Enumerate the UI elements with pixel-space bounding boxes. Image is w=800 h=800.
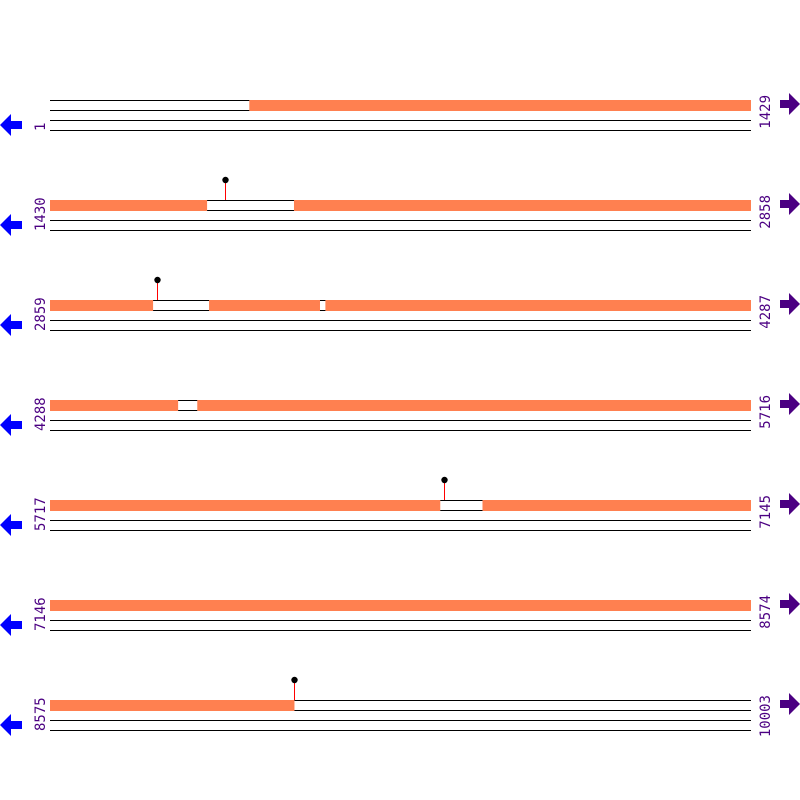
coverage-bar	[50, 400, 179, 411]
arrow-left-icon[interactable]	[0, 114, 22, 136]
end-position-label: 10003	[758, 695, 774, 737]
sequence-row: 1 1429	[0, 93, 800, 136]
arrow-left-icon[interactable]	[0, 614, 22, 636]
coverage-bar	[209, 300, 320, 311]
arrow-right-icon[interactable]	[780, 593, 800, 615]
arrow-right-icon[interactable]	[780, 93, 800, 115]
coverage-bar	[50, 700, 295, 711]
start-position-label: 2859	[33, 297, 49, 331]
arrow-left-icon[interactable]	[0, 314, 22, 336]
coverage-bar	[293, 200, 751, 211]
sequence-row: 8575 10003	[0, 676, 800, 737]
sequence-row: 1430 2858	[0, 176, 800, 236]
arrow-right-icon[interactable]	[780, 293, 800, 315]
arrow-left-icon[interactable]	[0, 714, 22, 736]
end-position-label: 4287	[758, 295, 774, 329]
coverage-bar	[50, 600, 751, 611]
marker-head	[154, 276, 161, 284]
start-position-label: 5717	[33, 497, 49, 531]
coverage-bar	[197, 400, 751, 411]
arrow-right-icon[interactable]	[780, 393, 800, 415]
marker-head	[441, 476, 448, 484]
coverage-bar	[249, 100, 751, 111]
start-position-label: 1430	[33, 197, 49, 231]
arrow-left-icon[interactable]	[0, 214, 22, 236]
marker-head	[291, 676, 298, 684]
sequence-row: 5717 7145	[0, 476, 800, 536]
start-position-label: 4288	[33, 397, 49, 431]
end-position-label: 2858	[758, 195, 774, 229]
end-position-label: 1429	[758, 95, 774, 129]
arrow-right-icon[interactable]	[780, 193, 800, 215]
arrow-right-icon[interactable]	[780, 493, 800, 515]
sequence-row: 2859 4287	[0, 276, 800, 336]
sequence-row: 4288 5716	[0, 393, 800, 436]
end-position-label: 5716	[758, 395, 774, 429]
sequence-row: 7146 8574	[0, 593, 800, 636]
arrow-right-icon[interactable]	[780, 693, 800, 715]
coverage-bar	[325, 300, 751, 311]
coverage-bar	[50, 500, 441, 511]
arrow-left-icon[interactable]	[0, 514, 22, 536]
start-position-label: 8575	[33, 697, 49, 731]
end-position-label: 8574	[758, 595, 774, 629]
coverage-bar	[482, 500, 751, 511]
arrow-left-icon[interactable]	[0, 414, 22, 436]
end-position-label: 7145	[758, 495, 774, 529]
coverage-bar	[50, 200, 208, 211]
start-position-label: 1	[33, 123, 49, 131]
start-position-label: 7146	[33, 597, 49, 631]
coverage-bar	[50, 300, 154, 311]
marker-head	[222, 176, 229, 184]
